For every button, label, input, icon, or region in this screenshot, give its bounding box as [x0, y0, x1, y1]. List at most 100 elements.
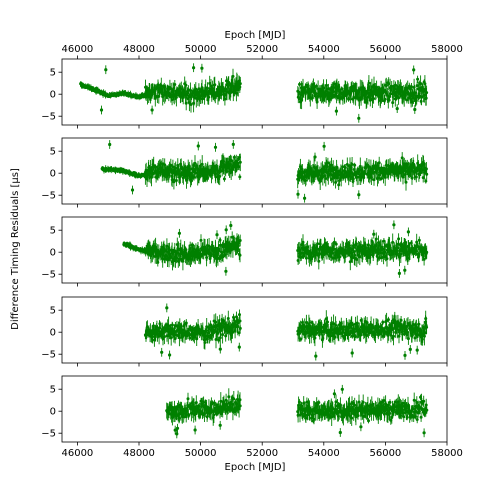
y-tick-label: 5 — [50, 147, 56, 158]
data-point — [162, 335, 166, 339]
data-point — [169, 336, 173, 340]
data-point — [199, 255, 203, 258]
data-point — [184, 321, 188, 325]
data-point — [222, 177, 226, 181]
data-point — [193, 161, 197, 165]
data-point — [316, 242, 320, 246]
outlier-point — [412, 68, 416, 72]
data-point — [351, 177, 355, 181]
top-x-tick-label: 48000 — [123, 44, 155, 55]
data-point — [334, 180, 338, 184]
top-x-tick-label: 58000 — [431, 44, 463, 55]
data-point — [374, 237, 378, 241]
data-point — [342, 325, 346, 329]
data-point — [200, 162, 204, 166]
data-point — [238, 160, 242, 164]
data-point — [395, 252, 399, 256]
data-point — [213, 83, 217, 87]
data-point — [424, 317, 428, 321]
panel-3-data — [122, 220, 429, 278]
data-point — [353, 163, 357, 167]
data-point — [184, 101, 188, 105]
outlier-point — [192, 66, 196, 70]
data-point — [325, 83, 328, 87]
panel-2-data — [100, 140, 429, 203]
outlier-point — [229, 223, 233, 228]
data-point — [383, 97, 387, 101]
data-point — [399, 252, 403, 256]
data-point — [319, 245, 323, 249]
y-tick-label: 0 — [50, 169, 56, 180]
data-point — [420, 95, 423, 99]
data-point — [405, 98, 409, 102]
data-point — [299, 337, 303, 341]
data-point — [390, 321, 394, 325]
panel-3-frame — [61, 216, 448, 284]
outlier-point — [314, 354, 318, 358]
data-point — [345, 163, 349, 166]
top-x-tick-label: 52000 — [246, 44, 278, 55]
top-x-tick-label: 50000 — [185, 44, 217, 55]
outlier-point — [224, 228, 228, 232]
data-point — [326, 161, 330, 165]
outlier-point — [224, 269, 228, 273]
data-point — [330, 163, 333, 167]
data-point — [218, 336, 222, 340]
data-point — [314, 92, 318, 96]
data-point — [177, 416, 181, 420]
outlier-point — [413, 107, 417, 112]
y-tick-label: −5 — [41, 191, 56, 202]
data-point — [169, 163, 173, 167]
outlier-point — [313, 155, 317, 159]
data-point — [234, 169, 238, 173]
outlier-point — [130, 188, 135, 192]
data-point — [410, 85, 413, 89]
data-point — [207, 95, 211, 99]
data-point — [223, 97, 227, 101]
panel-4: −5 0 5 — [41, 296, 448, 367]
data-point — [384, 84, 388, 88]
panel-3: −5 0 5 — [41, 216, 448, 287]
data-point — [353, 335, 357, 339]
data-point — [238, 326, 242, 330]
outlier-point — [357, 116, 361, 120]
data-point — [157, 94, 161, 98]
outlier-point — [397, 271, 401, 275]
data-point — [163, 163, 167, 167]
data-point — [422, 257, 426, 261]
data-point — [387, 98, 391, 102]
data-point — [389, 333, 393, 337]
data-point — [173, 83, 177, 86]
data-point — [238, 239, 242, 242]
data-point — [388, 244, 391, 248]
data-point — [158, 326, 161, 330]
data-point — [317, 259, 321, 263]
data-point — [415, 326, 419, 330]
data-point — [165, 244, 169, 248]
outlier-point — [403, 268, 407, 272]
data-point — [352, 246, 356, 249]
data-point — [170, 323, 174, 327]
data-point — [298, 165, 302, 169]
outlier-point — [392, 223, 396, 227]
data-point — [203, 341, 207, 344]
data-point — [425, 172, 429, 176]
data-point — [221, 255, 225, 259]
panel-5-data — [165, 384, 429, 439]
data-point — [398, 255, 401, 259]
data-point — [238, 82, 242, 86]
data-point — [341, 165, 345, 169]
top-x-tick-label: 56000 — [369, 44, 401, 55]
data-point — [234, 91, 238, 95]
data-point — [386, 318, 390, 322]
y-tick-label: −5 — [41, 270, 56, 281]
data-point — [385, 257, 389, 261]
data-point — [235, 315, 238, 319]
data-point — [400, 156, 404, 160]
panel-2-frame — [61, 137, 448, 205]
y-tick-label: 5 — [50, 68, 56, 79]
data-point — [376, 176, 380, 180]
y-tick-label: 0 — [50, 328, 56, 339]
data-point — [391, 101, 395, 105]
data-point — [200, 86, 204, 90]
